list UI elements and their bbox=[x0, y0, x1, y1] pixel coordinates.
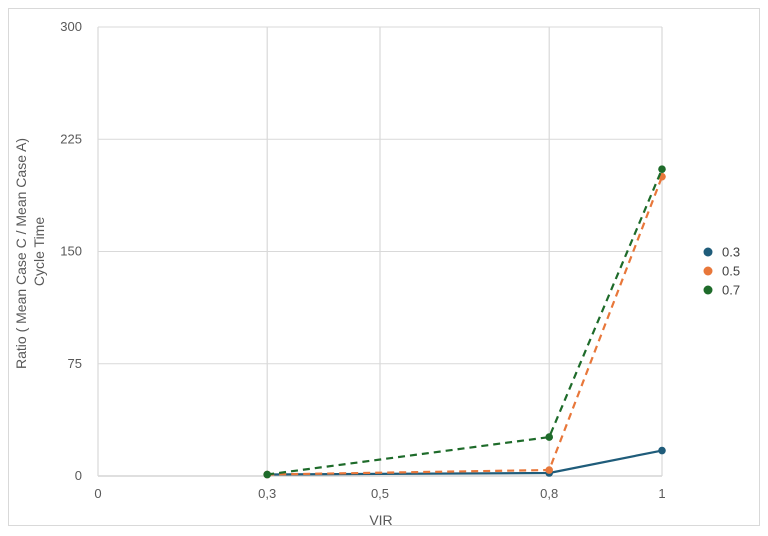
legend-label-0.7: 0.7 bbox=[722, 283, 740, 298]
y-axis-title-line-2: Cycle Time bbox=[31, 217, 47, 286]
data-point-0.5 bbox=[545, 466, 553, 474]
data-point-0.7 bbox=[658, 165, 666, 173]
series-line-0.7 bbox=[267, 168, 664, 476]
chart-frame bbox=[8, 8, 760, 526]
legend: 0.3 0.5 0.7 bbox=[703, 245, 740, 298]
x-axis-title: VIR bbox=[369, 512, 392, 528]
legend-label-0.3: 0.3 bbox=[722, 245, 740, 260]
grid bbox=[97, 26, 663, 477]
y-axis-title: Ratio ( Mean Case C / Mean Case A) Cycle… bbox=[13, 134, 47, 369]
x-tick-label: 0,5 bbox=[371, 486, 389, 501]
y-tick-label: 150 bbox=[60, 244, 82, 259]
x-tick-label: 0,3 bbox=[258, 486, 276, 501]
y-axis-ticks: 0 75 150 225 300 bbox=[60, 19, 82, 483]
x-tick-label: 1 bbox=[658, 486, 665, 501]
legend-marker-0.7 bbox=[703, 285, 713, 295]
data-point-0.7 bbox=[263, 470, 272, 479]
legend-label-0.5: 0.5 bbox=[722, 264, 740, 279]
x-tick-label: 0,8 bbox=[540, 486, 558, 501]
legend-marker-0.3 bbox=[703, 247, 713, 257]
y-tick-label: 75 bbox=[68, 356, 82, 371]
x-axis-ticks: 0 0,3 0,5 0,8 1 bbox=[94, 486, 665, 501]
data-point-0.7 bbox=[545, 433, 553, 441]
legend-marker-0.5 bbox=[703, 266, 713, 276]
x-tick-label: 0 bbox=[94, 486, 101, 501]
data-point-0.3 bbox=[658, 446, 666, 455]
y-axis-title-line-1: Ratio ( Mean Case C / Mean Case A) bbox=[13, 138, 29, 369]
y-tick-label: 0 bbox=[75, 468, 82, 483]
series-group bbox=[263, 165, 666, 479]
y-tick-label: 300 bbox=[60, 19, 82, 34]
series-line-0.5 bbox=[267, 176, 664, 476]
y-tick-label: 225 bbox=[60, 131, 82, 146]
